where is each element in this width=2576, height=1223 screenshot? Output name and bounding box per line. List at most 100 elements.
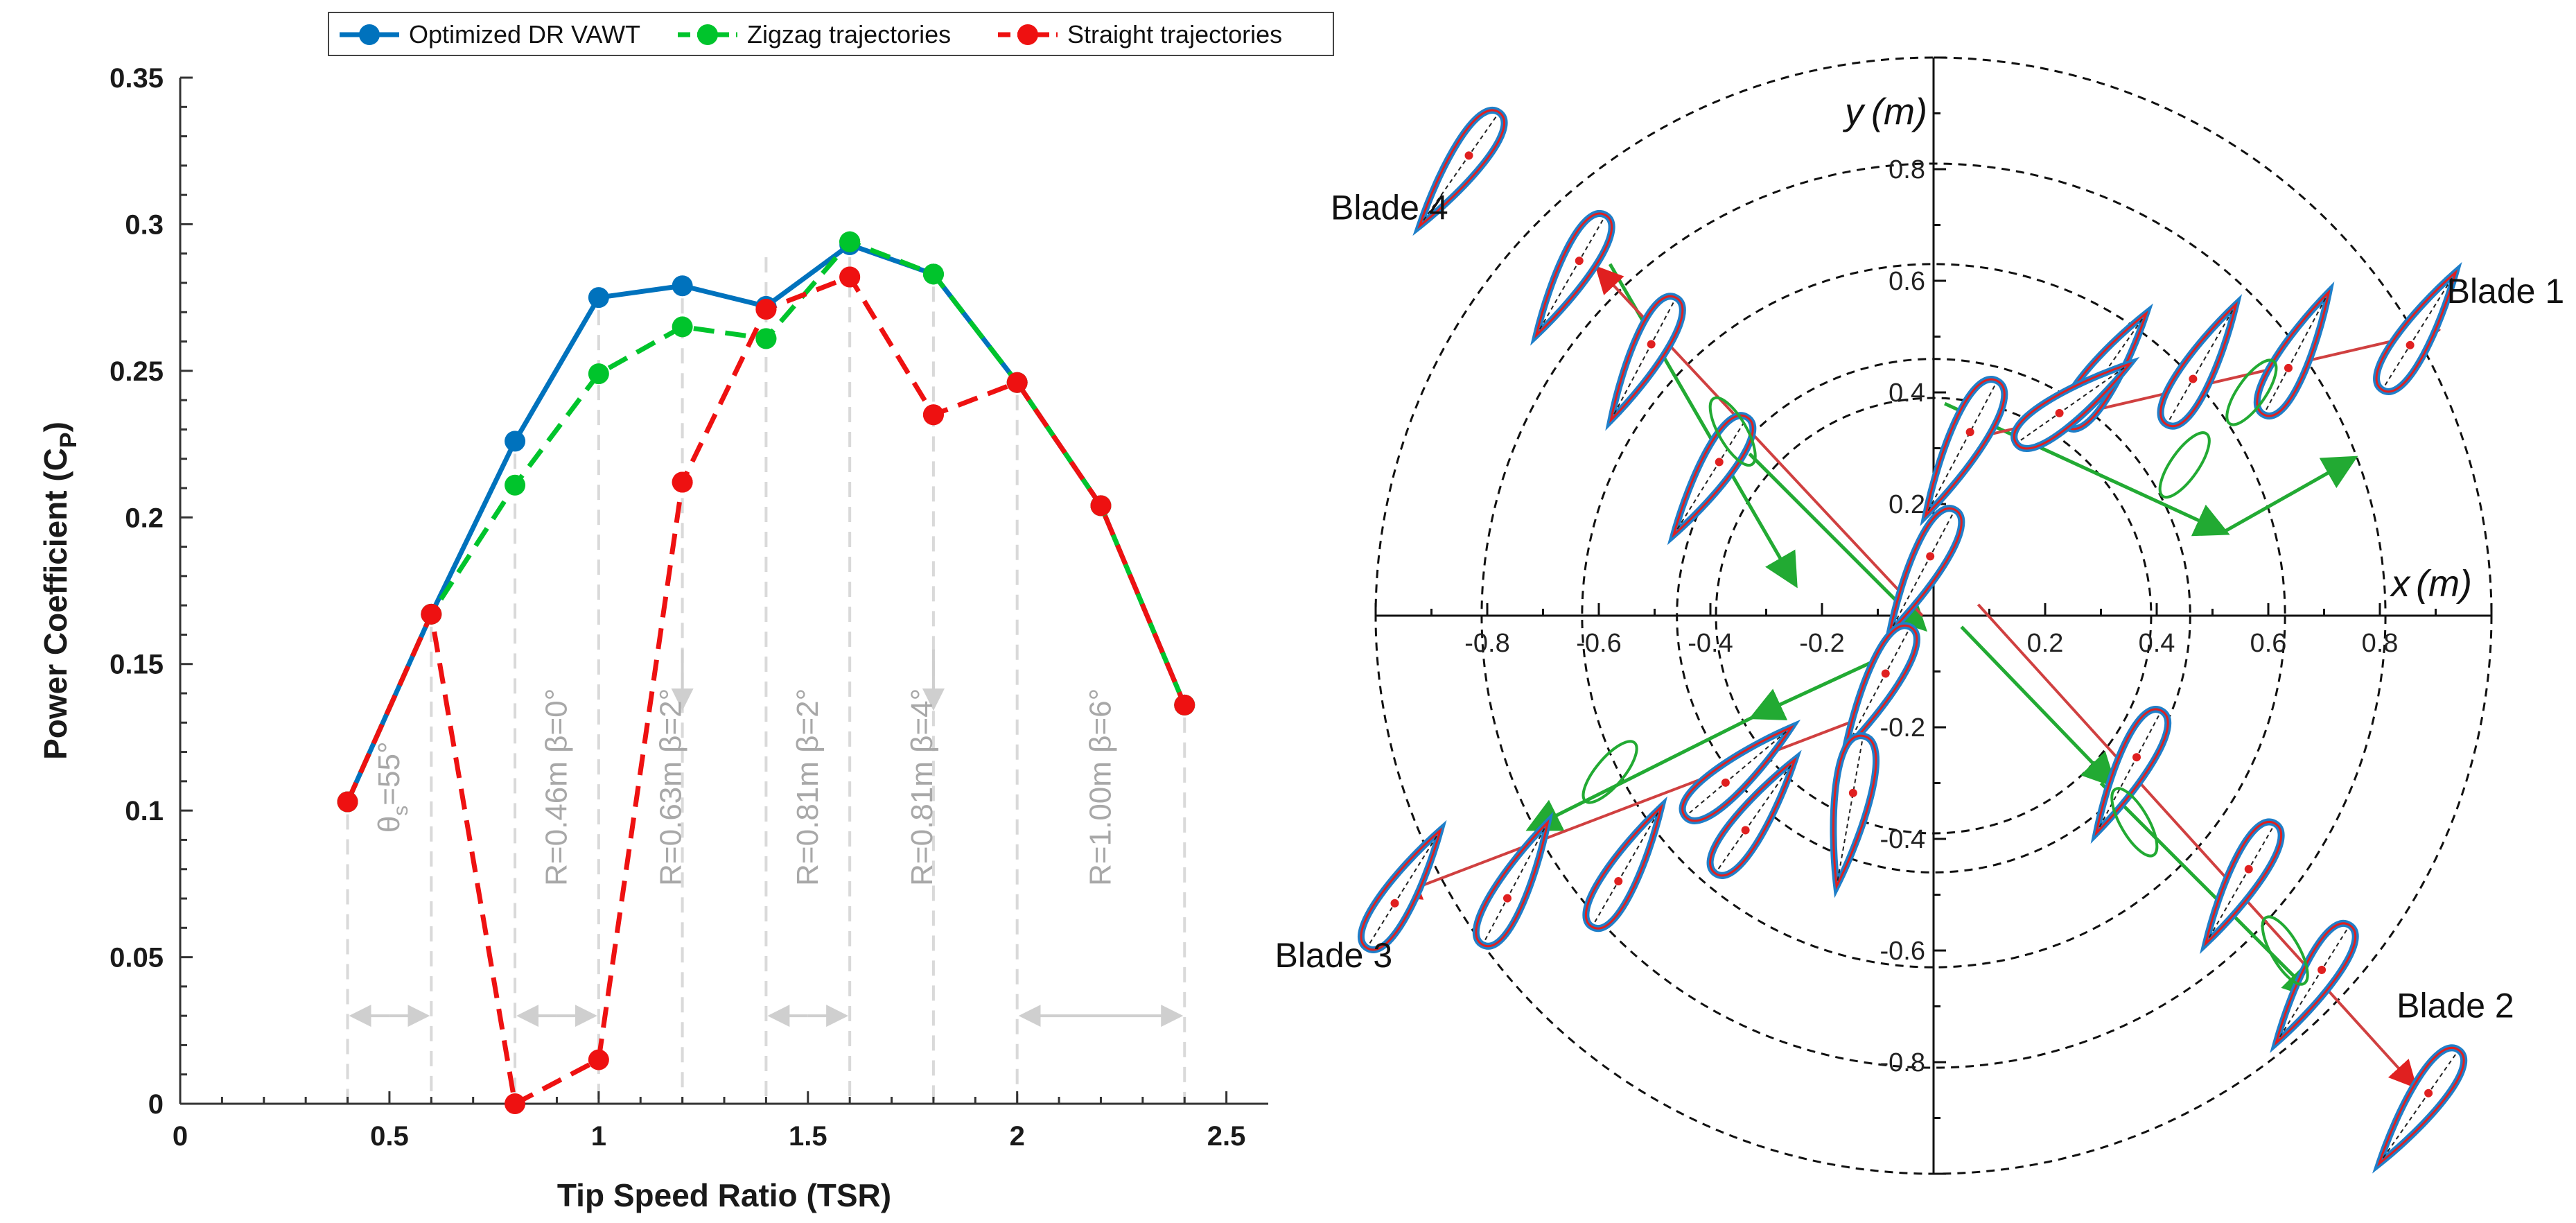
- legend-label-0: Optimized DR VAWT: [409, 20, 640, 49]
- blade-chord-line: [2207, 828, 2273, 939]
- series-1-marker: [505, 474, 526, 496]
- zigzag-loop: [2225, 358, 2278, 426]
- blade-trajectories: [1358, 107, 2467, 1174]
- blade-airfoil: [2090, 706, 2172, 844]
- blade-pivot-dot: [1848, 788, 1857, 797]
- series-2-marker: [1174, 694, 1195, 715]
- series-2-marker-top: [922, 404, 944, 426]
- y-tick-label: 0: [148, 1089, 164, 1120]
- trajectory-arrow-green: [1608, 263, 1798, 589]
- y-axis-label: Power Coefficient (CP): [37, 422, 82, 760]
- blade-outline-red: [1681, 725, 1794, 822]
- polar-y-tick-label: 0.4: [1889, 379, 1925, 408]
- blade-pivot-dot: [1614, 877, 1623, 886]
- legend-marker-1: [697, 24, 718, 45]
- blade-chord-line: [2020, 366, 2126, 441]
- polar-y-tick-label: 0.8: [1889, 155, 1925, 184]
- blade-label-4: Blade 4: [1331, 188, 1448, 227]
- trajectory-arrow-red: [1977, 603, 2417, 1089]
- trajectory-arrow-red: [1392, 715, 1868, 900]
- blade-label-2: Blade 2: [2397, 987, 2514, 1025]
- power-coefficient-chart: θs=55° R=0.46m β=0° R=0.63m β=2° R=0.81m β=…: [37, 12, 1334, 1213]
- blade-chord-line: [1717, 763, 1792, 869]
- blade-outline-red: [1709, 756, 1797, 877]
- polar-x-tick-label: 0.6: [2250, 629, 2287, 658]
- y-tick-label: 0.25: [109, 356, 164, 387]
- legend-box: [328, 12, 1334, 56]
- blade-chord-line: [1369, 834, 1438, 944]
- blade-outline-red: [1832, 734, 1877, 890]
- blade-outline-red: [1360, 827, 1443, 951]
- left-axes: 0 0.5 1 1.5 2 2.5 0 0.05 0.1 0.15 0.2 0.25 0.3 0.35: [109, 63, 1268, 1152]
- blade-airfoil: [1706, 749, 1802, 879]
- polar-x-tick-label: 0.4: [2139, 629, 2175, 658]
- polar-y-tick-label: 0.2: [1889, 490, 1925, 519]
- region-label-main: R=0.81m β=4°: [905, 688, 939, 886]
- zigzag-loop: [2158, 431, 2211, 499]
- series-2-marker-top: [755, 299, 777, 320]
- series-2-marker: [421, 603, 442, 625]
- legend-label-1: Zigzag trajectories: [747, 20, 951, 49]
- y-tick-label: 0.35: [109, 63, 164, 94]
- zigzag-loop: [2110, 787, 2159, 858]
- series-1-marker: [588, 363, 609, 385]
- blade-trajectory-diagram: -0.8 -0.6 -0.4 -0.2 0.2 0.4 0.6 0.8 0.8 0.6 0.4 0.2…: [1275, 56, 2565, 1175]
- blade-pivot-dot: [1715, 458, 1724, 467]
- blade-pivot-dot: [1575, 257, 1584, 266]
- blade-airfoil: [1530, 210, 1615, 346]
- series-0-marker: [672, 275, 693, 297]
- blade-chord-line: [1613, 302, 1674, 416]
- blade-outline-red: [1584, 804, 1663, 930]
- blade-chord-line: [1689, 730, 1788, 814]
- y-tick-label: 0.1: [125, 796, 164, 826]
- series-layer: [337, 231, 1195, 1114]
- region-label-sub: s: [389, 806, 412, 816]
- region-label: R=1.00m β=6°: [1083, 688, 1117, 886]
- blade-chord-line: [2098, 715, 2159, 829]
- blade-airfoil: [1412, 107, 1508, 236]
- blade-pivot-dot: [1464, 151, 1473, 160]
- blade-chord-line: [2278, 929, 2348, 1039]
- region-label: R=0.81m β=2°: [791, 688, 825, 886]
- polar-x-tick-label: -0.8: [1464, 629, 1509, 658]
- blade-pivot-dot: [2406, 340, 2415, 349]
- blade-chord-line: [1676, 422, 1745, 531]
- x-tick-label: 1.5: [789, 1121, 827, 1152]
- legend-marker-0: [359, 24, 380, 45]
- series-2-marker: [505, 1093, 526, 1114]
- legend-marker-2: [1017, 24, 1038, 45]
- polar-x-tick-label: -0.2: [1799, 629, 1844, 658]
- polar-axes: -0.8 -0.6 -0.4 -0.2 0.2 0.4 0.6 0.8 0.8 0.6 0.4 0.2…: [1374, 56, 2493, 1175]
- parameter-regions: θs=55° R=0.46m β=0° R=0.63m β=2° R=0.81m β=…: [346, 257, 1186, 1104]
- blade-outline-red: [1924, 378, 2006, 519]
- blade-pivot-dot: [1926, 552, 1935, 561]
- blade-label-3: Blade 3: [1275, 936, 1393, 975]
- trajectory-arrow-green: [1960, 625, 2117, 788]
- blade-chord-line: [1422, 116, 1497, 222]
- blade-chord-line: [1837, 741, 1863, 881]
- y-tick-label: 0.2: [125, 503, 164, 533]
- polar-y-axis-unit: (m): [1871, 92, 1927, 133]
- polar-x-tick-label: 0.8: [2362, 629, 2399, 658]
- blade-chord-line: [1484, 826, 1546, 941]
- trajectory-arrow-green: [1525, 714, 1756, 831]
- blade-outline-red: [2375, 269, 2458, 393]
- blade-pivot-dot: [2284, 363, 2293, 372]
- x-tick-label: 2.5: [1207, 1121, 1246, 1152]
- blade-chord-line: [2384, 276, 2453, 386]
- zigzag-loop: [1708, 396, 1757, 467]
- blade-outline-red: [2013, 361, 2133, 450]
- polar-x-tick-label: -0.6: [1576, 629, 1621, 658]
- blade-pivot-dot: [2055, 408, 2064, 417]
- trajectory-arrow-green: [1748, 452, 1927, 632]
- blade-airfoil: [2373, 261, 2462, 395]
- legend-label-2: Straight trajectories: [1067, 20, 1282, 49]
- blade-pivot-dot: [2424, 1088, 2433, 1098]
- region-label-main: θ: [372, 816, 406, 833]
- blade-pivot-dot: [2317, 965, 2327, 974]
- blade-airfoil: [2270, 920, 2359, 1053]
- x-tick-label: 0.5: [370, 1121, 409, 1152]
- region-label: R=0.81m β=4°: [905, 688, 939, 886]
